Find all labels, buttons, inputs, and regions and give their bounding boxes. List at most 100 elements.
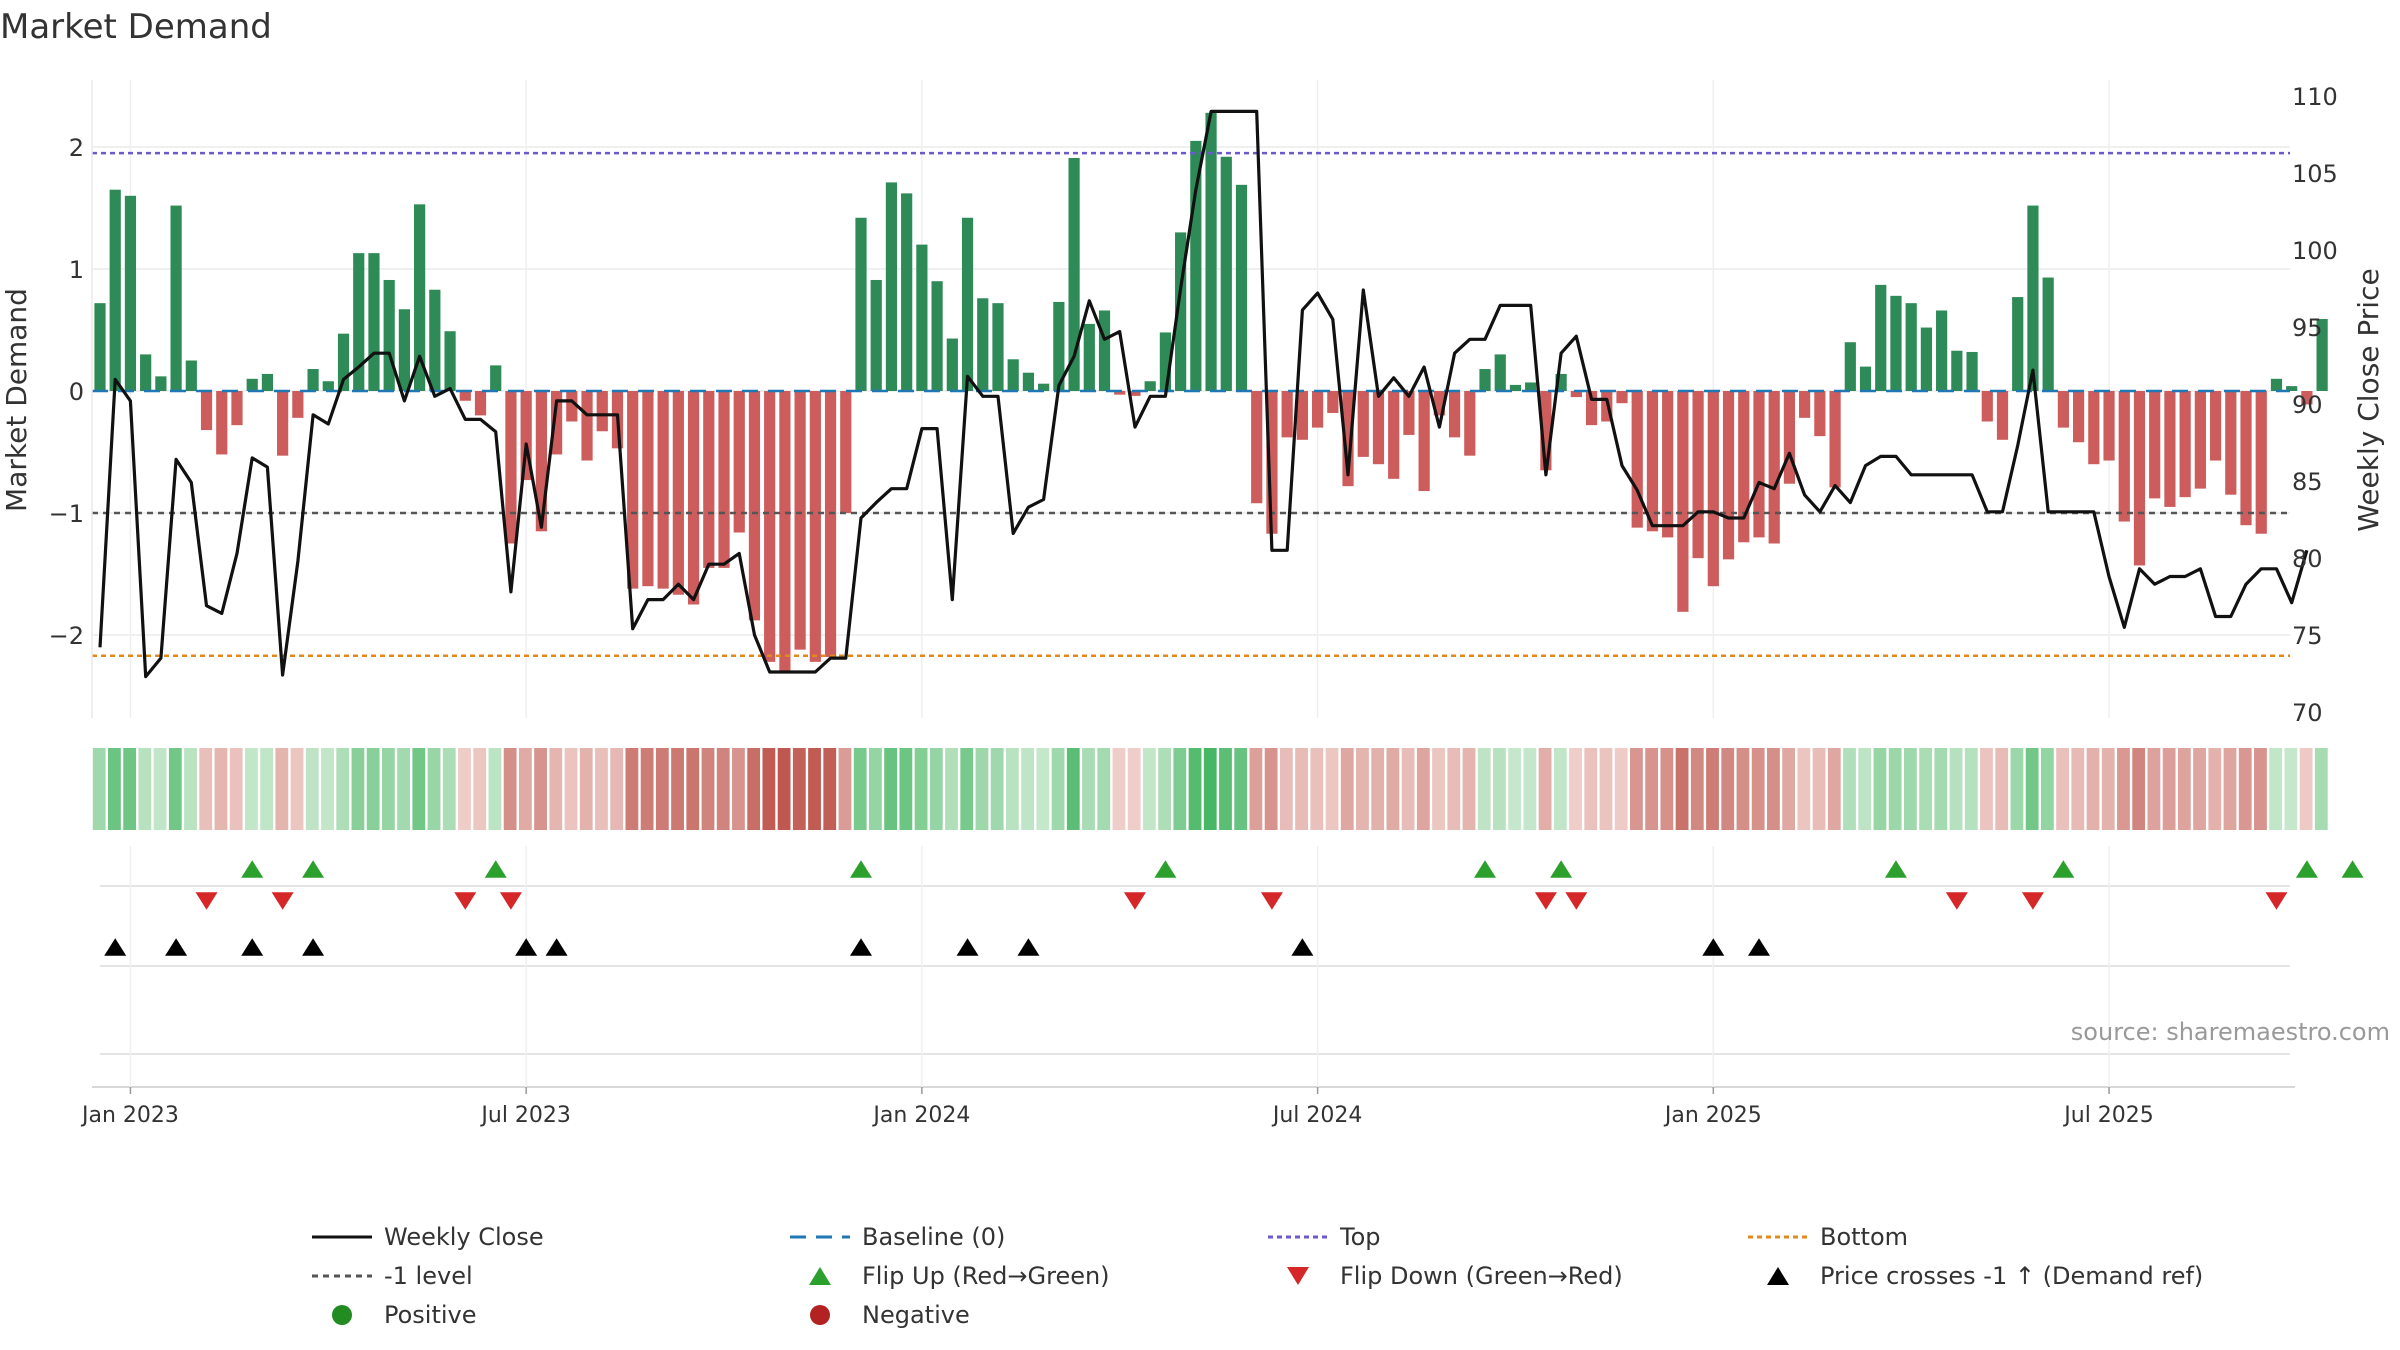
heat-cell [1310,748,1324,830]
price-cross-marker [1291,938,1314,956]
heat-cell [1082,748,1095,830]
heat-cell [1584,748,1598,830]
negative-bar [794,391,806,650]
positive-bar [1966,351,1978,391]
positive-bar [1875,284,1887,391]
y2-tick-label: 70 [2292,699,2323,727]
negative-bar [2149,391,2161,499]
heat-cell [458,748,471,830]
negative-bar [1722,391,1735,560]
heat-cell [2177,748,2191,830]
positive-bar [1479,369,1491,391]
negative-bar [1266,391,1278,534]
negative-bar [2118,391,2130,522]
heat-cell [640,748,654,830]
y-tick-label: 0 [69,378,84,406]
heat-cell [2056,748,2069,830]
x-tick-label: Jan 2025 [1663,1103,1762,1128]
heat-cell [1097,748,1111,830]
positive-bar [916,244,928,391]
heat-cell [655,748,669,830]
negative-bar [2164,391,2176,507]
negative-bar [1996,391,2009,440]
negative-bar [687,391,700,605]
heat-cell [1690,748,1704,830]
heat-cell [1036,748,1050,830]
heat-cell [975,748,989,830]
positive-bar [870,279,882,391]
negative-bar [1616,391,1628,404]
negative-bar [596,391,608,432]
heat-cell [1980,748,1993,830]
y2-axis-label: Weekly Close Price [2352,268,2385,531]
positive-bar [1936,310,1948,391]
price-cross-marker [1702,938,1725,956]
positive-bar [2012,297,2024,391]
legend-positive-swatch [332,1305,352,1325]
negative-bar [2209,391,2222,461]
flip-down-marker [1945,892,1968,910]
negative-bar [1540,391,1552,471]
heat-cell [214,748,228,830]
positive-bar [109,189,121,391]
negative-bar [2240,391,2252,526]
flip-down-marker [454,892,477,910]
negative-bar [551,391,563,455]
flip-down-marker [195,892,218,910]
positive-bar [383,279,395,391]
positive-bar [1890,295,1902,391]
event-markers [92,846,2364,1088]
heat-cell [1873,748,1887,830]
heat-cell [625,748,639,830]
positive-bar [124,195,137,391]
negative-bar [200,391,213,431]
positive-bar [490,365,502,391]
legend-flip-down-label: Flip Down (Green→Red) [1340,1262,1623,1290]
heat-cell [808,748,821,830]
chart-title: Market Demand [0,7,272,47]
positive-bar [1494,354,1506,391]
heat-cell [671,748,684,830]
reference-lines [92,151,2290,657]
heat-cell [716,748,730,830]
heat-cell [2208,748,2222,830]
heat-cell [2117,748,2130,830]
heat-cell [884,748,898,830]
positive-bar [1190,140,1202,391]
heat-cell [1021,748,1035,830]
legend-top-label: Top [1339,1223,1381,1251]
heat-cell [1234,748,1248,830]
positive-bar [170,205,182,391]
positive-bar [1144,381,1156,391]
flip-up-marker [1474,860,1497,878]
heat-cell [1660,748,1674,830]
negative-bar [1646,391,1659,532]
heat-cell [488,748,502,830]
legend-positive-label: Positive [384,1301,477,1329]
heat-cell [1295,748,1308,830]
negative-bar [2255,391,2267,534]
y-tick-label: −1 [49,500,84,528]
positive-bar [94,303,106,391]
x-tick-label: Jan 2023 [80,1103,179,1128]
heat-cell [1614,748,1628,830]
price-cross-marker [956,938,979,956]
heat-cell [1188,748,1202,830]
positive-bar [1235,184,1248,391]
negative-bar [1418,391,1430,492]
negative-bar [1464,391,1476,456]
heat-cell [427,748,441,830]
flip-down-marker [271,892,294,910]
heat-cell [290,748,304,830]
heat-cell [2162,748,2176,830]
heat-strip [92,748,2328,830]
price-cross-marker [850,938,872,956]
heat-cell [1066,748,1080,830]
negative-bar [1738,391,1750,543]
heat-cell [1279,748,1293,830]
heat-cell [2299,748,2313,830]
heat-cell [1264,748,1278,830]
positive-bar [1022,372,1035,391]
heat-cell [686,748,700,830]
heat-cell [305,748,319,830]
